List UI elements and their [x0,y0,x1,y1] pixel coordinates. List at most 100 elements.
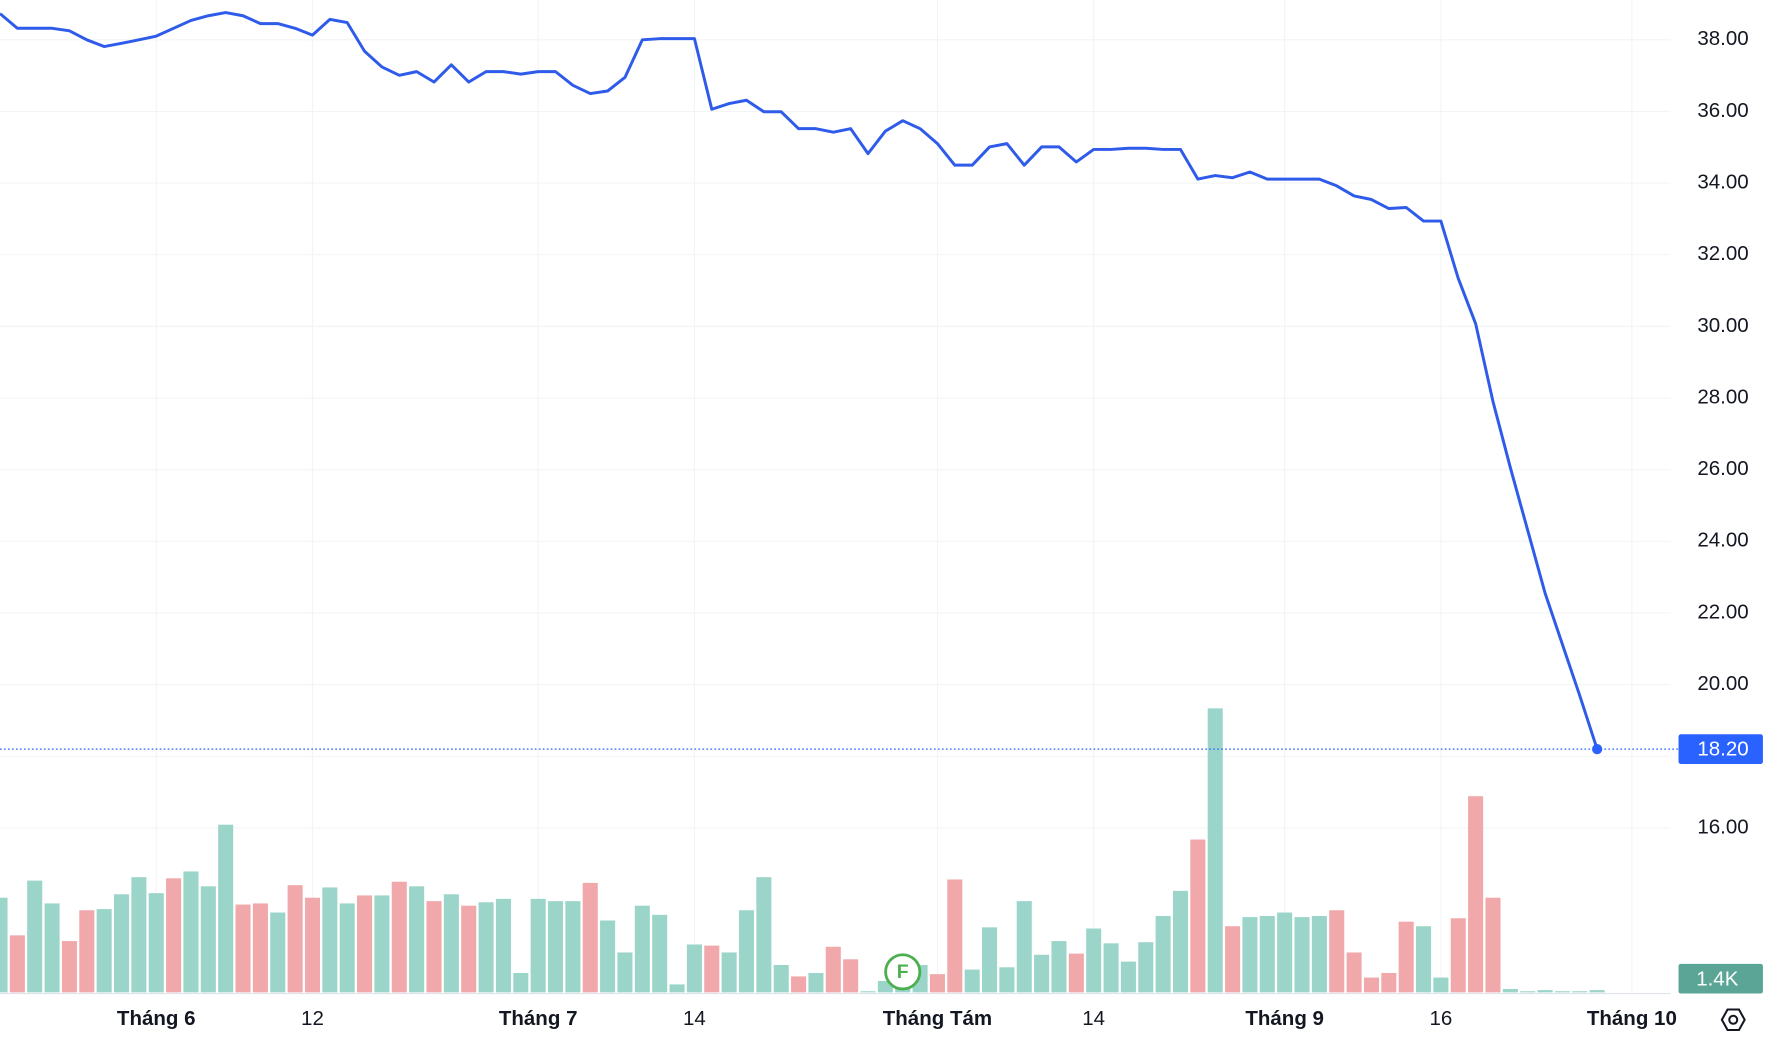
volume-bar [1172,890,1189,993]
y-tick-label: 36.00 [1697,99,1748,122]
volume-bar [461,905,477,993]
volume-bar [27,880,43,993]
volume-bar [1589,990,1605,993]
grid [0,0,1671,993]
volume-bar [1034,954,1050,993]
volume-bar [1502,988,1518,993]
volume-bar [1363,977,1379,993]
volume-bar [1433,977,1449,993]
volume-bar [773,965,789,993]
last-volume-box [1678,963,1763,994]
volume-bar [131,877,147,993]
y-tick-label: 34.00 [1697,170,1748,193]
volume-bar [756,877,772,993]
volume-bar [1329,910,1345,993]
volume-bar [1242,917,1258,993]
volume-bar [669,984,685,993]
y-tick-label: 38.00 [1697,27,1748,50]
price-layer [0,11,1679,755]
volume-bar [513,972,529,993]
last-price-point [1592,743,1603,755]
last-volume-label: 1.4K [1696,967,1739,990]
volume-bar [339,903,355,993]
volume-bar [600,920,616,993]
volume-bar [582,882,598,993]
x-tick-label: Tháng 9 [1245,1007,1324,1030]
volume-bar [1381,972,1397,993]
volume-bar [652,914,668,993]
settings-icon-center [1728,1014,1739,1025]
volume-bar [426,901,442,993]
volume-bar [1450,918,1466,993]
volume-bar [96,909,112,993]
volume-bar [1120,961,1136,993]
volume-bar [200,886,216,993]
volume-bar [443,894,459,993]
volume-bar [374,895,390,993]
y-tick-label: 22.00 [1697,600,1748,623]
volume-bar [287,885,303,993]
volume-bar [791,976,807,993]
volume-bar [166,878,182,993]
volume-bar [357,895,373,993]
volume-bar [1190,839,1206,993]
volume-bar [999,967,1015,993]
volume-bar [530,898,546,993]
settings-button[interactable] [1720,1008,1746,1032]
volume-bar [0,897,8,993]
volume-bar [982,927,998,993]
volume-bar [252,903,268,993]
y-tick-label: 32.00 [1697,242,1748,265]
volume-bar [1051,941,1067,993]
volume-bar [634,905,650,993]
volume-bar [704,945,720,993]
y-tick-label: 26.00 [1697,457,1748,480]
x-tick-label: 14 [1082,1007,1105,1030]
y-tick-label: 30.00 [1697,314,1748,337]
volume-bar [1468,796,1484,993]
x-tick-label: 12 [301,1007,324,1030]
volume-bar [1155,915,1171,993]
y-tick-label: 16.00 [1697,815,1748,838]
volume-bar [1485,897,1501,993]
volume-bar [548,901,564,993]
volume-bar [1207,708,1223,993]
volume-bar [61,941,77,993]
volume-bar [478,902,494,993]
x-tick-label: Tháng 7 [499,1007,578,1030]
volume-bar [808,972,824,993]
volume-bar [1016,901,1032,993]
volume-bar [565,901,581,993]
volume-bar [44,903,60,993]
volume-bar [1277,912,1293,993]
volume-bar [738,910,755,993]
volume-bar [322,887,338,993]
volume-bar [929,974,945,993]
volume-bar [304,897,321,993]
price-line [0,11,1599,750]
volume-bar [409,886,425,993]
x-tick-label: Tháng Tám [883,1007,992,1030]
settings-icon [1720,1008,1746,1032]
volume-bar [79,910,95,993]
volume-bar [270,912,286,993]
volume-bar [1346,952,1362,993]
volume-bar [964,969,980,993]
volume-bar [1537,990,1553,993]
event-marker [884,953,922,991]
x-tick-label: 14 [683,1007,706,1030]
volume-bar [183,871,199,993]
volume-bar [1554,991,1570,993]
event-marker-label: F [897,961,909,983]
volume-bar [686,944,702,993]
volume-bar [9,935,25,993]
last-price-label: 18.20 [1697,738,1748,761]
volume-bar [235,904,251,993]
volume-bar [877,980,893,993]
volume-bar [617,952,633,993]
volume-bar [113,894,130,993]
volume-bar [1103,943,1119,993]
volume-bar [843,959,859,993]
